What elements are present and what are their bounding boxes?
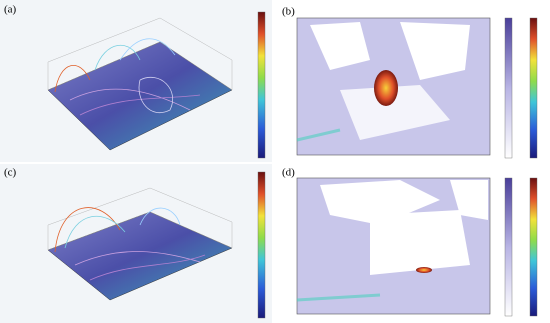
panel-a — [0, 0, 272, 162]
panel-d — [296, 177, 538, 317]
panel-label: (c) — [4, 167, 17, 179]
panel-label: (a) — [4, 4, 17, 16]
panel-label: (b) — [282, 6, 295, 18]
panel-b — [296, 17, 538, 159]
panel-c — [0, 164, 272, 323]
panel-label: (d) — [282, 167, 295, 179]
